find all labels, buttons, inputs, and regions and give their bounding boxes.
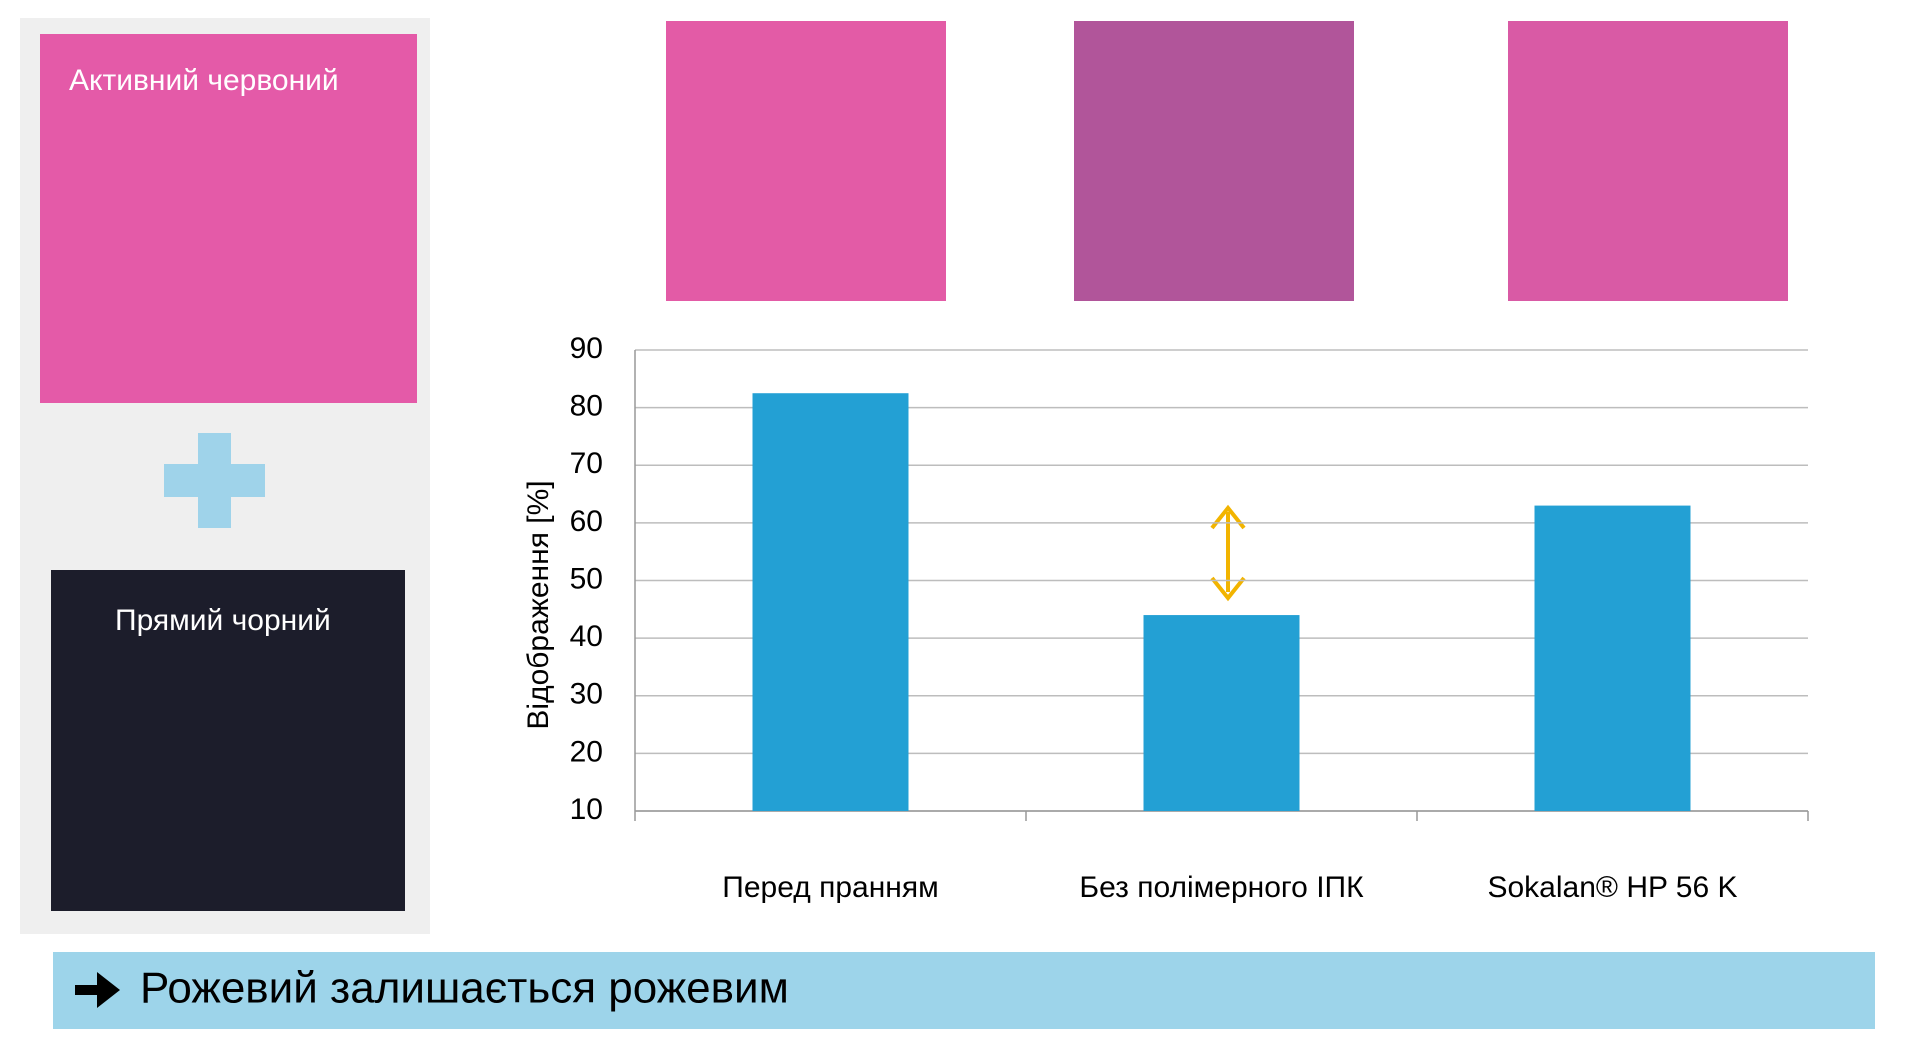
y-tick-label: 90 bbox=[570, 332, 603, 365]
x-tick-label: Sokalan® HP 56 K bbox=[1487, 871, 1737, 904]
fabric-swatch bbox=[1508, 21, 1788, 301]
y-tick-label: 10 bbox=[570, 793, 603, 826]
difference-arrow bbox=[1210, 504, 1246, 602]
y-tick-label: 30 bbox=[570, 678, 603, 711]
fabric-swatch bbox=[666, 21, 946, 301]
caption-bar bbox=[53, 952, 1875, 1029]
pink-fabric bbox=[40, 34, 417, 403]
caption: Рожевий залишається рожевим bbox=[140, 964, 789, 1013]
x-tick-label: Без полімерного ІПК bbox=[1079, 871, 1364, 904]
bar bbox=[752, 393, 909, 811]
y-tick-label: 20 bbox=[570, 735, 603, 768]
fabric-label: Прямий чорний bbox=[115, 604, 331, 637]
y-tick-label: 80 bbox=[570, 390, 603, 423]
fabric-swatch bbox=[1074, 21, 1354, 301]
y-tick-label: 50 bbox=[570, 562, 603, 595]
bar bbox=[1534, 505, 1691, 811]
y-tick-label: 60 bbox=[570, 505, 603, 538]
y-tick-label: 40 bbox=[570, 620, 603, 653]
x-tick-label: Перед пранням bbox=[722, 871, 938, 904]
fabric-label: Активний червоний bbox=[69, 64, 339, 97]
plus-icon bbox=[164, 464, 265, 497]
bar bbox=[1143, 615, 1300, 811]
y-axis-label: Відображення [%] bbox=[522, 480, 555, 729]
caption-arrow bbox=[75, 972, 120, 1008]
black-fabric bbox=[51, 570, 405, 911]
y-tick-label: 70 bbox=[570, 447, 603, 480]
